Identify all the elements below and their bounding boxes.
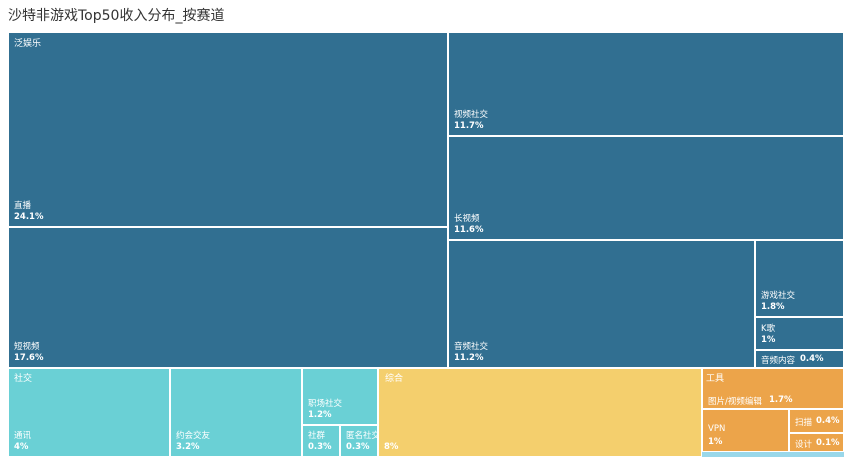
chart-title: 沙特非游戏Top50收入分布_按赛道 — [8, 8, 225, 24]
cell-value: 11.6% — [454, 225, 484, 235]
cell-value: 1% — [708, 437, 723, 447]
cell-value: 0.1% — [816, 437, 840, 448]
cell-name: 设计 — [795, 439, 813, 450]
treemap-cell: 图片/视频编辑 1.7% — [702, 368, 844, 409]
group-label: 工具 — [706, 374, 725, 384]
cell-value: 0.3% — [346, 442, 370, 452]
treemap-cell: 设计 0.1% — [789, 433, 844, 452]
tools-extra-strip — [702, 452, 844, 457]
cell-value: 0.4% — [800, 354, 824, 364]
treemap-cell: 视频社交 11.7% — [448, 32, 844, 136]
cell-value: 4% — [14, 442, 29, 452]
cell-name: 长视频 — [454, 214, 480, 224]
cell-name: K歌 — [761, 324, 776, 334]
cell-name: 直播 — [14, 201, 32, 211]
treemap-cell: 直播 24.1% — [8, 32, 448, 227]
cell-value: 11.7% — [454, 121, 484, 131]
treemap-cell: 音频内容 0.4% — [755, 350, 844, 368]
cell-name: 扫描 — [795, 418, 813, 428]
treemap-cell: K歌 1% — [755, 317, 844, 350]
cell-value: 11.2% — [454, 353, 484, 363]
cell-value: 24.1% — [14, 212, 44, 222]
cell-value: 0.4% — [816, 416, 840, 426]
cell-value: 17.6% — [14, 353, 44, 363]
treemap-cell: VPN 1% — [702, 409, 789, 452]
cell-name: 图片/视频编辑 — [708, 397, 762, 407]
cell-value: 3.2% — [176, 442, 200, 452]
cell-name: 通讯 — [14, 431, 32, 441]
cell-name: 音频社交 — [454, 342, 489, 352]
treemap-cell: 短视频 17.6% — [8, 227, 448, 368]
treemap-cell: 约会交友 3.2% — [170, 368, 302, 457]
cell-name: 视频社交 — [454, 110, 489, 120]
cell-value: 0.3% — [308, 442, 332, 452]
treemap-cell: 音频社交 11.2% — [448, 240, 755, 368]
group-label: 综合 — [385, 374, 404, 384]
cell-value: 1.8% — [761, 302, 785, 312]
cell-value: 1.2% — [308, 410, 332, 420]
cell-name: 游戏社交 — [761, 291, 796, 301]
cell-name: 职场社交 — [308, 399, 343, 409]
treemap-cell: 扫描 0.4% — [789, 409, 844, 433]
treemap-cell: 游戏社交 1.8% — [755, 240, 844, 317]
treemap-cell: 长视频 11.6% — [448, 136, 844, 240]
cell-name: 匿名社交 — [346, 431, 378, 441]
cell-value: 1% — [761, 335, 776, 345]
treemap-cell: 通讯 4% — [8, 368, 170, 457]
cell-name: 约会交友 — [176, 431, 211, 441]
cell-name: 短视频 — [14, 342, 40, 352]
cell-name: VPN — [708, 424, 726, 434]
group-label: 泛娱乐 — [14, 39, 42, 49]
cell-value: 8% — [384, 442, 399, 452]
treemap-cell: 8% — [378, 368, 702, 457]
treemap-cell: 匿名社交 0.3% — [340, 425, 378, 457]
cell-value: 1.7% — [769, 395, 793, 405]
treemap-cell: 社群 0.3% — [302, 425, 340, 457]
cell-name: 音频内容 — [761, 356, 796, 366]
group-label: 社交 — [14, 374, 33, 384]
treemap-cell: 职场社交 1.2% — [302, 368, 378, 425]
cell-name: 社群 — [308, 431, 326, 441]
